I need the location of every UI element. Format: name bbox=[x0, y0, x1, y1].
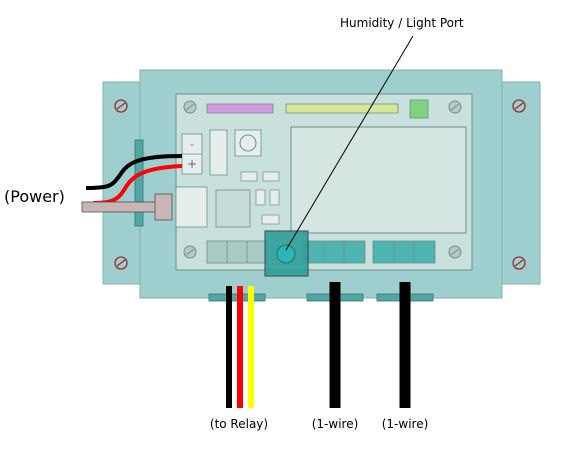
power-gland bbox=[134, 139, 144, 227]
status-led bbox=[409, 99, 429, 119]
relay-connector bbox=[206, 240, 268, 264]
terminal-plus-label: + bbox=[187, 157, 197, 171]
reset-button-icon bbox=[234, 129, 262, 157]
right-flange-top-screw-icon bbox=[512, 99, 526, 113]
header-yellow bbox=[285, 103, 399, 114]
humidity-port-label: Humidity / Light Port bbox=[340, 16, 464, 30]
board-screw-tl-icon bbox=[183, 100, 197, 114]
board-screw-tr-icon bbox=[448, 100, 462, 114]
board-screw-br-icon bbox=[448, 245, 462, 259]
board-screw-bl-icon bbox=[183, 245, 197, 259]
one-wire-connector-a bbox=[302, 240, 366, 264]
right-flange-bottom-screw-icon bbox=[512, 256, 526, 270]
component-capacitor bbox=[209, 129, 228, 176]
humidity-light-port bbox=[264, 230, 309, 277]
left-flange-top-screw-icon bbox=[114, 99, 128, 113]
header-purple bbox=[206, 103, 274, 114]
power-jack bbox=[81, 193, 173, 221]
component-small-2 bbox=[262, 171, 280, 182]
one-wire-label-a: (1-wire) bbox=[312, 417, 359, 431]
terminal-minus-label: - bbox=[190, 138, 194, 151]
component-small-1 bbox=[240, 171, 258, 182]
to-relay-label: (to Relay) bbox=[210, 417, 268, 431]
component-small-4 bbox=[269, 189, 280, 206]
circuit-board: - + bbox=[175, 93, 473, 271]
component-small-3 bbox=[255, 189, 266, 206]
lcd-panel bbox=[290, 126, 467, 234]
one-wire-label-b: (1-wire) bbox=[382, 417, 429, 431]
component-small-5 bbox=[261, 214, 280, 225]
power-terminal: - + bbox=[181, 133, 203, 175]
humidity-callout-line bbox=[285, 35, 414, 251]
left-flange-bottom-screw-icon bbox=[114, 256, 128, 270]
regulator bbox=[175, 186, 208, 228]
right-flange bbox=[499, 81, 541, 285]
one-wire-connector-b bbox=[372, 240, 436, 264]
chip bbox=[215, 189, 251, 228]
power-wire-black bbox=[85, 154, 183, 190]
power-label: (Power) bbox=[4, 187, 65, 206]
